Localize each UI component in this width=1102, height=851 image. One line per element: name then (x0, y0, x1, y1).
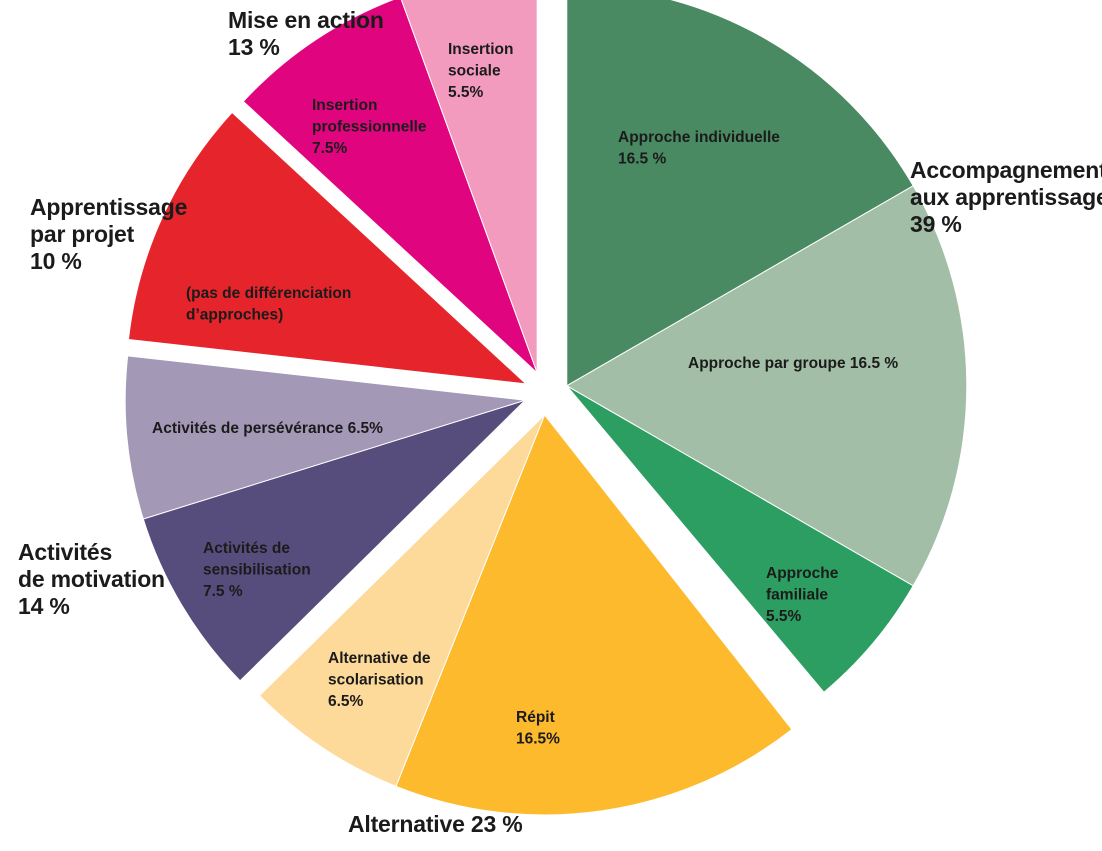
slice-label-activites-de-sensibilisation: Activités de sensibilisation 7.5 % (203, 540, 311, 600)
pie-slice-repit (395, 413, 793, 816)
slice-label-approche-familiale: Approche familiale 5.5% (766, 565, 839, 625)
slice-group-mise-en-action (242, 0, 538, 374)
slice-label-insertion-professionnelle: Insertion professionnelle 7.5% (312, 97, 427, 157)
pie-slice-approche-par-groupe (565, 185, 968, 587)
pie-slice-activites-de-sensibilisation (142, 399, 526, 682)
slice-label-alternative-de-scolarisation: Alternative de scolarisation 6.5% (328, 650, 431, 710)
pie-slice-insertion-professionnelle (242, 0, 538, 374)
slice-group-alternative (258, 413, 793, 816)
slice-label-approche-par-groupe: Approche par groupe 16.5 % (688, 355, 898, 372)
slice-group-accompagnement-aux-apprentissages (565, 0, 968, 693)
slice-labels-layer: Approche individuelle 16.5 % Approche par … (152, 41, 898, 748)
slice-group-activites-de-motivation (124, 355, 526, 682)
group-labels-layer: Accompagnement aux apprentissages 39 % Alte… (18, 7, 1102, 837)
slices-layer (124, 0, 968, 816)
group-label-mise-en-action: Mise en action 13 % (228, 7, 384, 60)
slice-label-activites-de-perseverance: Activités de persévérance 6.5% (152, 420, 383, 437)
pie-slice-alternative-de-scolarisation (258, 414, 546, 787)
pie-slice-insertion-sociale (400, 0, 538, 374)
group-label-activites-de-motivation: Activités de motivation 14 % (18, 539, 165, 619)
group-label-apprentissage-par-projet: Apprentissage par projet 10 % (30, 194, 187, 274)
pie-slice-approche-familiale (566, 385, 914, 693)
slice-label-insertion-sociale: Insertion sociale 5.5% (448, 41, 513, 101)
pie-slice-approche-individuelle (566, 0, 914, 387)
slice-group-apprentissage-par-projet (127, 111, 528, 385)
pie-slice-activites-de-perseverance (124, 355, 526, 520)
pie-slice-pas-de-differenciation-d-approches (127, 111, 528, 385)
group-label-alternative: Alternative 23 % (348, 811, 523, 837)
slice-label-pas-de-differenciation-d-approches: (pas de différenciation d’approches) (186, 285, 351, 324)
slice-label-approche-individuelle: Approche individuelle 16.5 % (618, 129, 780, 168)
group-label-accompagnement-aux-apprentissages: Accompagnement aux apprentissages 39 % (910, 157, 1102, 237)
slice-label-repit: Répit 16.5% (516, 709, 560, 748)
